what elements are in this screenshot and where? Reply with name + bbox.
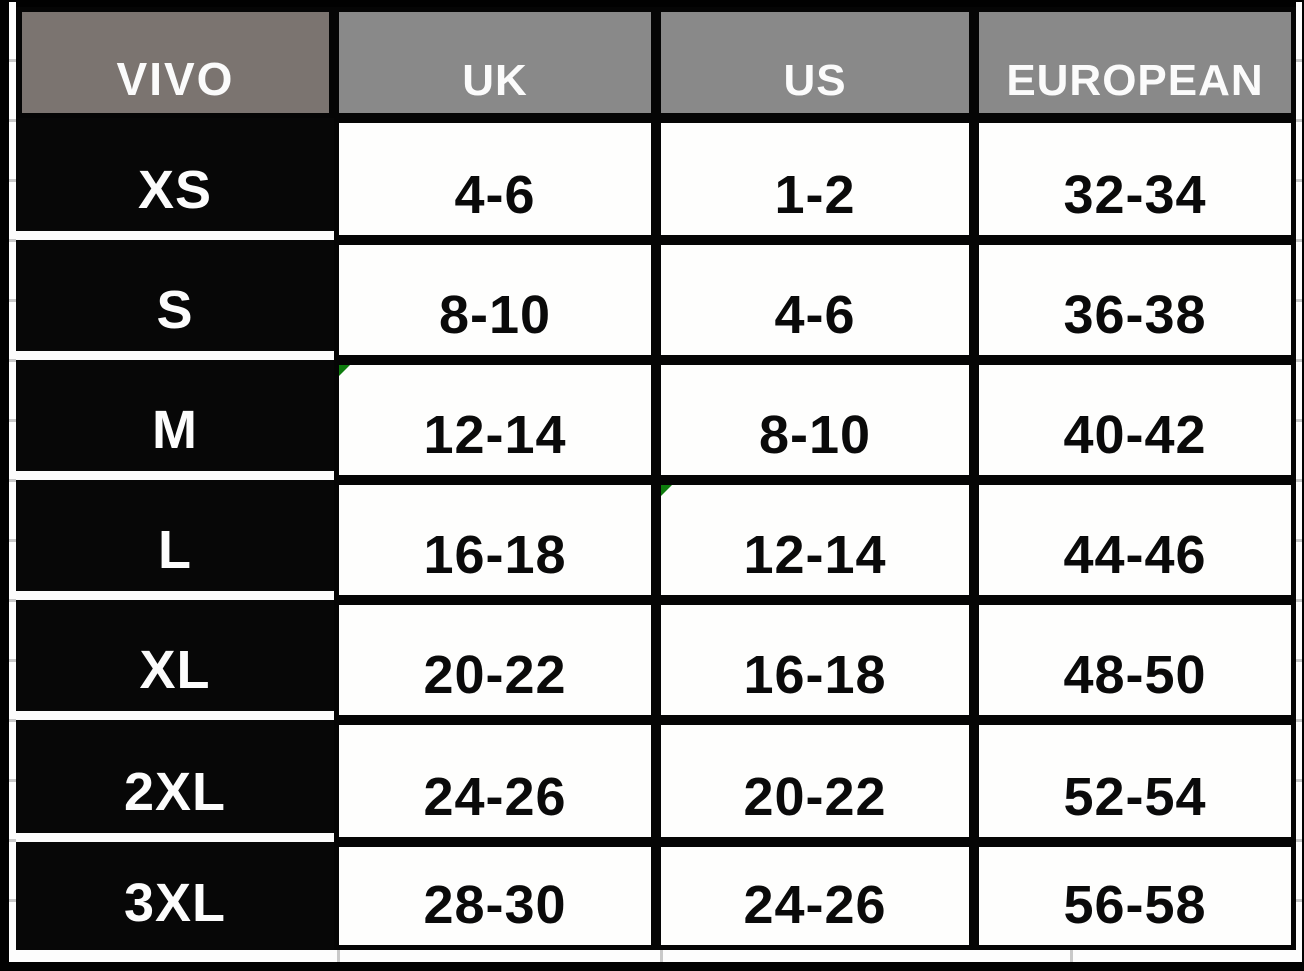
cell-3xl-european: 56-58: [979, 847, 1291, 945]
cell-s-uk: 8-10: [339, 245, 651, 355]
size-cell-xs: XS: [16, 118, 334, 240]
cell-m-uk: 12-14: [339, 365, 651, 475]
size-cell-3xl: 3XL: [16, 842, 334, 950]
cell-xs-us: 1-2: [661, 123, 969, 235]
spreadsheet-gridline-gutter-bottom: [9, 950, 1302, 962]
cell-3xl-us: 24-26: [661, 847, 969, 945]
cell-2xl-us: 20-22: [661, 725, 969, 837]
cell-2xl-european: 52-54: [979, 725, 1291, 837]
cell-xs-european: 32-34: [979, 123, 1291, 235]
cell-xs-uk: 4-6: [339, 123, 651, 235]
size-cell-l: L: [16, 480, 334, 600]
spreadsheet-gridline-gutter-right: [1296, 2, 1302, 950]
size-cell-2xl: 2XL: [16, 720, 334, 842]
cell-error-flag-icon: [661, 485, 672, 496]
size-cell-m: M: [16, 360, 334, 480]
cell-l-us: 12-14: [661, 485, 969, 595]
cell-l-european: 44-46: [979, 485, 1291, 595]
cell-s-us: 4-6: [661, 245, 969, 355]
header-us: US: [661, 12, 969, 113]
cell-l-uk: 16-18: [339, 485, 651, 595]
cell-s-european: 36-38: [979, 245, 1291, 355]
spreadsheet-gridline-gutter-left: [9, 2, 16, 950]
size-cell-xl: XL: [16, 600, 334, 720]
size-cell-s: S: [16, 240, 334, 360]
header-uk: UK: [339, 12, 651, 113]
cell-xl-us: 16-18: [661, 605, 969, 715]
cell-3xl-uk: 28-30: [339, 847, 651, 945]
cell-xl-european: 48-50: [979, 605, 1291, 715]
cell-m-us: 8-10: [661, 365, 969, 475]
size-conversion-table: VIVO UK US EUROPEAN XS 4-6 1-2 32-34 S 8…: [16, 7, 1296, 950]
header-european: EUROPEAN: [979, 12, 1291, 113]
cell-m-european: 40-42: [979, 365, 1291, 475]
cell-2xl-uk: 24-26: [339, 725, 651, 837]
cell-error-flag-icon: [339, 365, 350, 376]
cell-xl-uk: 20-22: [339, 605, 651, 715]
header-vivo: VIVO: [22, 12, 329, 113]
